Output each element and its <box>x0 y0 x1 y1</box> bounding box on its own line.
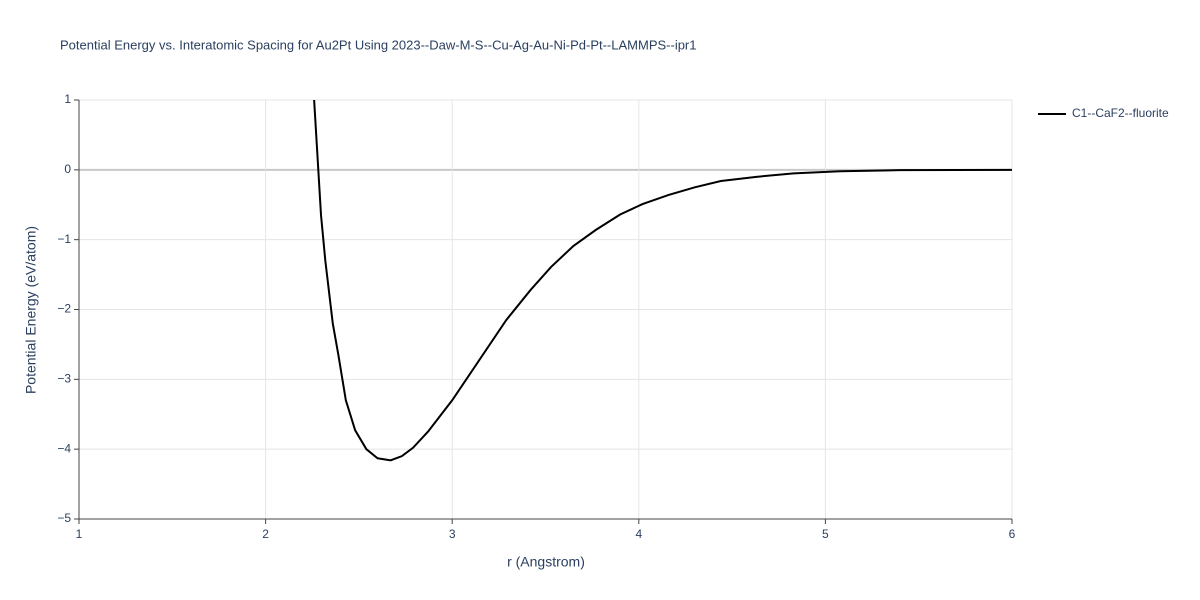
legend: C1--CaF2--fluorite <box>1038 106 1169 120</box>
x-tick-label: 6 <box>1009 527 1016 541</box>
x-tick-label: 3 <box>449 527 456 541</box>
y-tick-label: −5 <box>57 511 71 525</box>
y-tick-label: −1 <box>57 232 71 246</box>
x-tick-label: 2 <box>262 527 269 541</box>
x-tick-label: 1 <box>76 527 83 541</box>
y-tick-label: −3 <box>57 372 71 386</box>
chart-title: Potential Energy vs. Interatomic Spacing… <box>60 37 697 52</box>
x-tick-label: 5 <box>822 527 829 541</box>
series-line <box>313 100 1012 462</box>
y-axis-title: Potential Energy (eV/atom) <box>23 226 39 394</box>
plot-area <box>313 100 1012 462</box>
x-tick-label: 4 <box>635 527 642 541</box>
y-tick-label: 1 <box>64 92 71 106</box>
y-tick-label: 0 <box>64 162 71 176</box>
y-tick-label: −2 <box>57 302 71 316</box>
x-axis-title: r (Angstrom) <box>507 554 585 570</box>
y-tick-label: −4 <box>57 441 71 455</box>
grid: −5 −4 −3 −2 −1 0 1 1 2 3 4 5 6 <box>57 92 1015 541</box>
legend-label: C1--CaF2--fluorite <box>1072 106 1169 120</box>
